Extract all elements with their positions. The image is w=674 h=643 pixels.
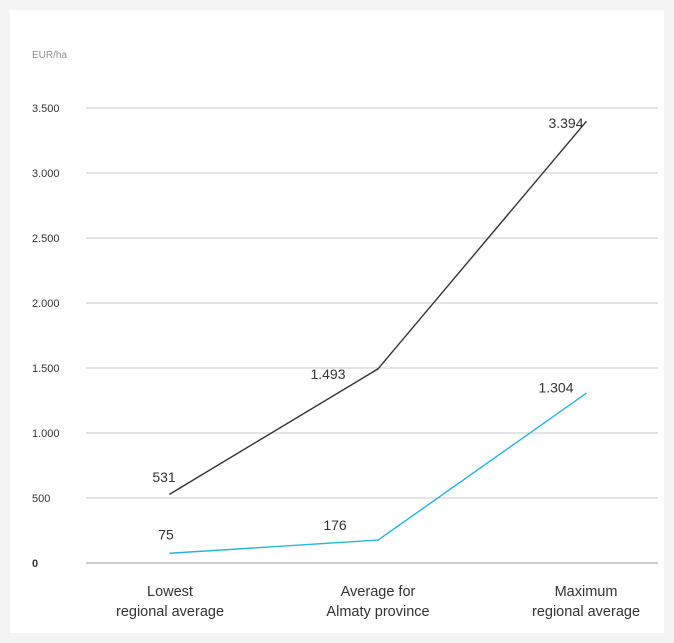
data-point: [377, 539, 379, 541]
y-tick-label: 2.500: [32, 233, 60, 245]
y-tick-label: 500: [32, 493, 50, 505]
y-unit-label: EUR/ha: [32, 50, 67, 61]
x-tick-label: Lowest: [147, 584, 193, 600]
x-tick-label: Average for: [341, 584, 416, 600]
x-tick-label: regional average: [116, 604, 224, 620]
data-label: 176: [323, 517, 347, 533]
chart-container: EUR/ha 0 500 1.000 1.500 2.000 2.500 3.000 3.50…: [10, 10, 664, 633]
y-tick-label: 3.000: [32, 168, 60, 180]
data-label: 1.493: [310, 366, 345, 382]
data-point: [585, 392, 587, 395]
x-tick-label: Maximum: [555, 584, 618, 600]
line-chart: EUR/ha 0 500 1.000 1.500 2.000 2.500 3.000 3.50…: [32, 50, 658, 620]
data-label: 75: [158, 526, 174, 542]
data-label: 1.304: [538, 379, 573, 395]
y-tick-label: 2.000: [32, 298, 60, 310]
series-line: [169, 392, 587, 554]
data-label: 3.394: [548, 115, 583, 131]
y-tick-label: 1.000: [32, 428, 60, 440]
x-tick-label: Almaty province: [326, 604, 429, 620]
y-tick-label: 0: [32, 558, 38, 570]
data-point: [169, 552, 171, 555]
data-label: 531: [152, 469, 176, 485]
x-tick-label: regional average: [532, 604, 640, 620]
data-point: [169, 493, 171, 495]
y-tick-label: 1.500: [32, 363, 60, 375]
data-point: [585, 120, 587, 123]
y-tick-label: 3.500: [32, 103, 60, 115]
data-point: [377, 368, 379, 370]
